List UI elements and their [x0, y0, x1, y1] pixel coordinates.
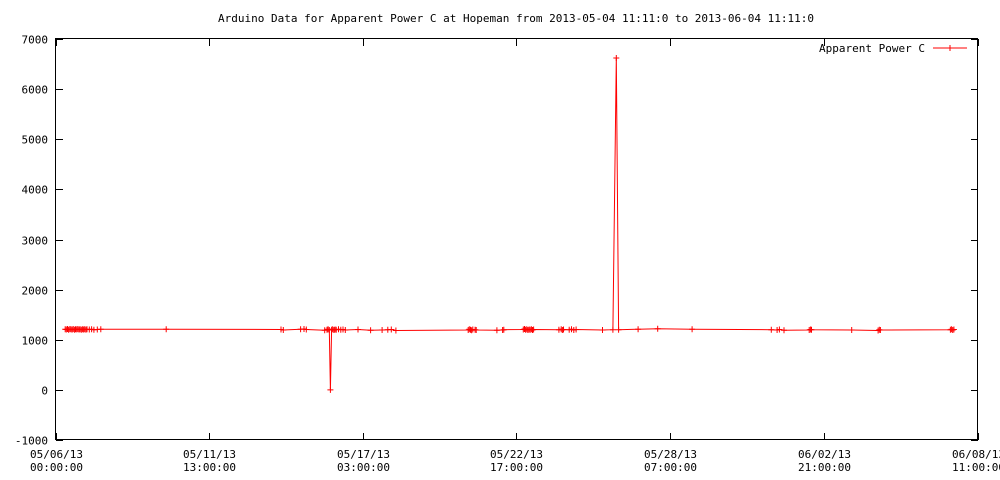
data-point [303, 326, 310, 333]
x-tick-label-time: 13:00:00 [183, 461, 236, 474]
data-point [355, 326, 361, 333]
x-tick-label-date: 05/22/13 [490, 448, 543, 461]
data-point [392, 327, 399, 334]
x-tick-label-date: 06/08/13 [952, 448, 1000, 461]
data-point [609, 326, 616, 333]
x-tick-label-date: 05/11/13 [183, 448, 236, 461]
y-tick-label: 6000 [22, 84, 49, 97]
data-point [530, 326, 537, 333]
x-tick-label-date: 05/06/13 [30, 448, 83, 461]
x-tick-label-date: 05/28/13 [644, 448, 697, 461]
data-point [493, 327, 500, 334]
y-tick-label: 5000 [22, 134, 49, 147]
data-point [367, 327, 374, 334]
y-tick-label: 7000 [22, 34, 49, 47]
legend-swatch-marker [947, 45, 953, 51]
plot-frame [55, 38, 978, 440]
x-tick-label-time: 17:00:00 [490, 461, 543, 474]
data-point [473, 327, 480, 333]
legend: Apparent Power C [819, 42, 967, 55]
data-point [97, 326, 104, 333]
data-point [163, 326, 170, 333]
data-point [950, 326, 957, 333]
x-tick-label-time: 03:00:00 [337, 461, 390, 474]
legend-label: Apparent Power C [819, 42, 925, 55]
x-tick-label-time: 21:00:00 [798, 461, 851, 474]
x-tick-label-time: 07:00:00 [644, 461, 697, 474]
x-tick-label-time: 00:00:00 [30, 461, 83, 474]
data-point [877, 327, 884, 333]
data-point [808, 326, 815, 333]
data-point [500, 326, 507, 333]
data-point [689, 326, 696, 333]
y-tick-label: 3000 [22, 235, 49, 248]
data-point [776, 326, 783, 333]
data-point [615, 326, 622, 333]
y-tick-label: 4000 [22, 184, 49, 197]
y-tick-label: 1000 [22, 335, 49, 348]
x-tick-label-date: 05/17/13 [337, 448, 390, 461]
data-point [388, 326, 395, 333]
data-point [768, 326, 775, 333]
y-tick-label: 2000 [22, 285, 49, 298]
data-point [379, 327, 386, 333]
data-point [573, 326, 580, 333]
chart-title: Arduino Data for Apparent Power C at Hop… [218, 12, 814, 25]
data-point [781, 327, 787, 334]
data-point [280, 327, 287, 333]
data-point [327, 386, 334, 393]
y-tick-label: 0 [41, 385, 48, 398]
data-point [654, 325, 661, 332]
series-line [65, 57, 955, 390]
series-layer [62, 55, 957, 393]
data-point [342, 327, 349, 333]
y-tick-label: -1000 [15, 435, 48, 448]
data-point [848, 327, 855, 333]
data-point [599, 327, 606, 333]
x-tick-label-time: 11:00:00 [952, 461, 1000, 474]
data-point [560, 326, 567, 333]
data-point [635, 326, 642, 333]
data-point [613, 55, 620, 61]
y-axis: -1000 0 1000 2000 3000 4000 5000 6000 7000 [15, 34, 978, 448]
x-tick-label-date: 06/02/13 [798, 448, 851, 461]
